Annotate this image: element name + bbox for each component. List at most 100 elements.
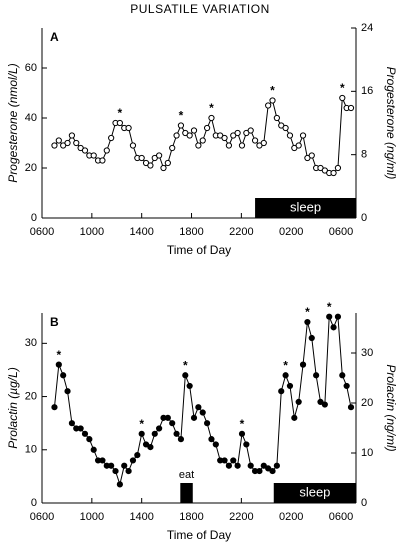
x-tick-label: 0600	[30, 226, 54, 238]
x-tick-label: 1400	[129, 511, 153, 523]
data-point	[203, 124, 211, 132]
data-point	[90, 152, 97, 159]
data-point	[51, 142, 58, 149]
data-point	[55, 361, 62, 368]
data-point	[247, 462, 254, 469]
peak-marker: *	[56, 348, 61, 362]
data-point	[190, 127, 198, 134]
y-axis-label: Progesterone (nmol/L)	[6, 63, 20, 182]
y2-tick-label: 0	[361, 212, 367, 224]
data-point	[73, 139, 80, 147]
data-point	[108, 462, 115, 469]
data-point	[308, 334, 315, 342]
data-point	[304, 318, 311, 326]
y2-axis-label: Prolactin (ng/ml)	[384, 364, 398, 451]
peak-marker: *	[209, 101, 214, 115]
x-tick-label: 0200	[279, 226, 303, 238]
data-point	[225, 142, 233, 149]
data-point	[234, 462, 241, 469]
data-point	[265, 102, 272, 109]
data-point	[164, 414, 171, 421]
bar-label: sleep	[290, 199, 321, 214]
data-point	[186, 132, 193, 139]
peak-marker: *	[327, 300, 332, 314]
data-point	[81, 430, 89, 437]
x-tick-label: 2200	[229, 226, 253, 238]
data-point	[173, 132, 180, 139]
data-point	[125, 124, 132, 132]
panel-label: B	[50, 315, 59, 329]
y2-tick-label: 0	[361, 497, 367, 509]
time-bar	[180, 483, 193, 503]
y-tick-label: 20	[25, 390, 37, 402]
data-point	[64, 388, 71, 395]
y-tick-label: 0	[31, 497, 37, 509]
data-point	[55, 137, 62, 144]
data-point	[273, 114, 280, 122]
data-point	[195, 404, 202, 411]
data-point	[81, 147, 89, 154]
data-point	[99, 457, 106, 464]
data-point	[138, 154, 145, 162]
data-point	[265, 465, 272, 472]
data-point	[273, 462, 280, 469]
data-point	[251, 137, 259, 144]
peak-marker: *	[305, 305, 310, 319]
data-point	[208, 114, 215, 122]
data-point	[77, 425, 84, 432]
x-tick-label: 1800	[179, 511, 203, 523]
y2-tick-label: 10	[361, 447, 373, 459]
data-point	[129, 457, 137, 464]
time-bar	[255, 198, 356, 218]
data-point	[347, 404, 355, 411]
data-point	[238, 430, 246, 437]
data-point	[295, 142, 302, 149]
peak-marker: *	[139, 417, 144, 431]
data-point	[116, 119, 123, 127]
data-point	[334, 164, 342, 172]
data-point	[134, 452, 141, 459]
data-point	[147, 444, 154, 451]
data-point	[86, 436, 93, 443]
y2-axis-label: Progesterone (ng/ml)	[384, 67, 398, 180]
x-axis-label: Time of Day	[167, 243, 231, 257]
chart-title: PULSATILE VARIATION	[130, 2, 270, 16]
data-point	[308, 152, 315, 159]
y-axis-label: Prolactin (µg/L)	[6, 367, 20, 449]
data-point	[51, 404, 58, 411]
data-point	[221, 134, 228, 142]
data-point	[243, 441, 250, 448]
data-point	[177, 122, 185, 129]
data-point	[186, 382, 193, 390]
data-point	[317, 398, 324, 405]
x-tick-label: 1000	[80, 226, 104, 238]
data-point	[195, 142, 202, 149]
data-point	[291, 414, 298, 421]
y2-tick-label: 20	[361, 397, 373, 409]
data-point	[160, 164, 167, 172]
data-point	[138, 430, 145, 437]
data-point	[64, 139, 71, 147]
data-point	[169, 420, 176, 427]
peak-marker: *	[118, 106, 123, 120]
data-point	[156, 425, 163, 432]
data-point	[203, 420, 211, 427]
data-point	[230, 457, 237, 464]
x-axis-label: Time of Day	[167, 528, 231, 542]
data-point	[156, 152, 163, 159]
data-point	[199, 137, 206, 144]
peak-marker: *	[179, 109, 184, 123]
data-point	[199, 409, 206, 416]
data-point	[334, 313, 342, 320]
data-point	[256, 467, 263, 475]
data-point	[278, 388, 285, 395]
data-point	[151, 430, 158, 437]
panel-label: A	[50, 30, 59, 44]
data-point	[299, 132, 307, 139]
x-tick-label: 0600	[329, 511, 353, 523]
y-tick-label: 40	[25, 112, 37, 124]
data-point	[68, 420, 76, 427]
data-point	[90, 446, 97, 453]
data-point	[247, 127, 254, 134]
data-point	[347, 104, 355, 112]
